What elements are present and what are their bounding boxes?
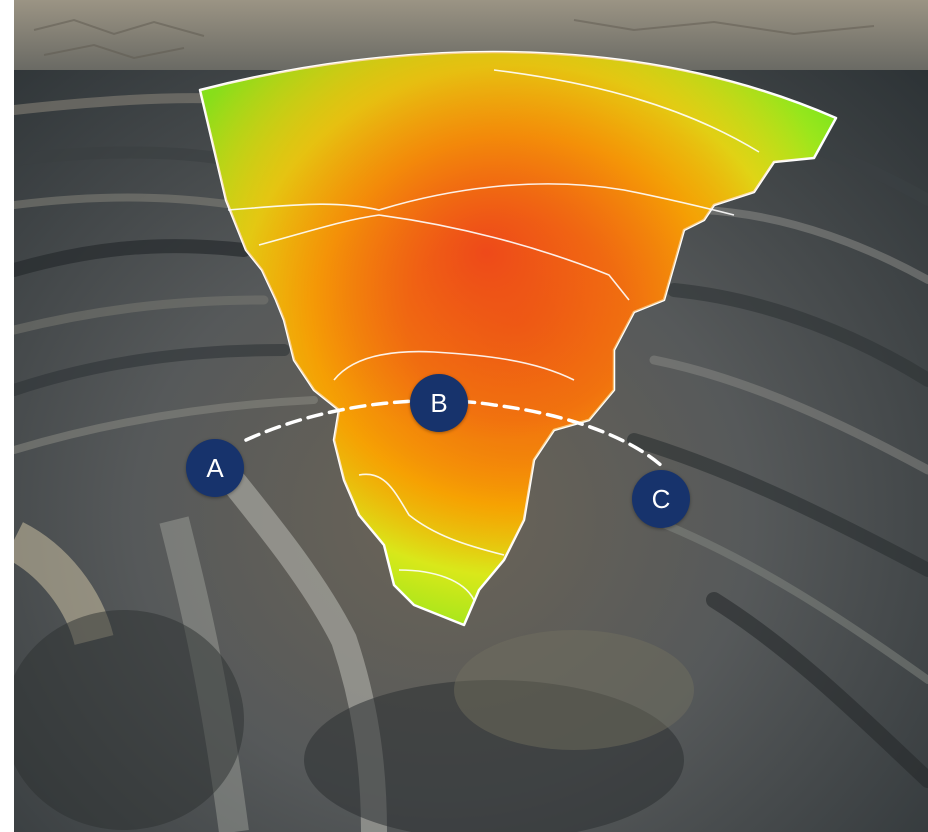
marker-b[interactable]: B xyxy=(410,374,468,432)
marker-c[interactable]: C xyxy=(632,470,690,528)
slope-heatmap-overlay xyxy=(198,50,838,627)
mine-pit-aerial-view: A B C xyxy=(14,0,928,832)
section-line-path xyxy=(244,398,666,470)
pit-terrain-image xyxy=(14,0,928,832)
marker-a[interactable]: A xyxy=(186,439,244,497)
